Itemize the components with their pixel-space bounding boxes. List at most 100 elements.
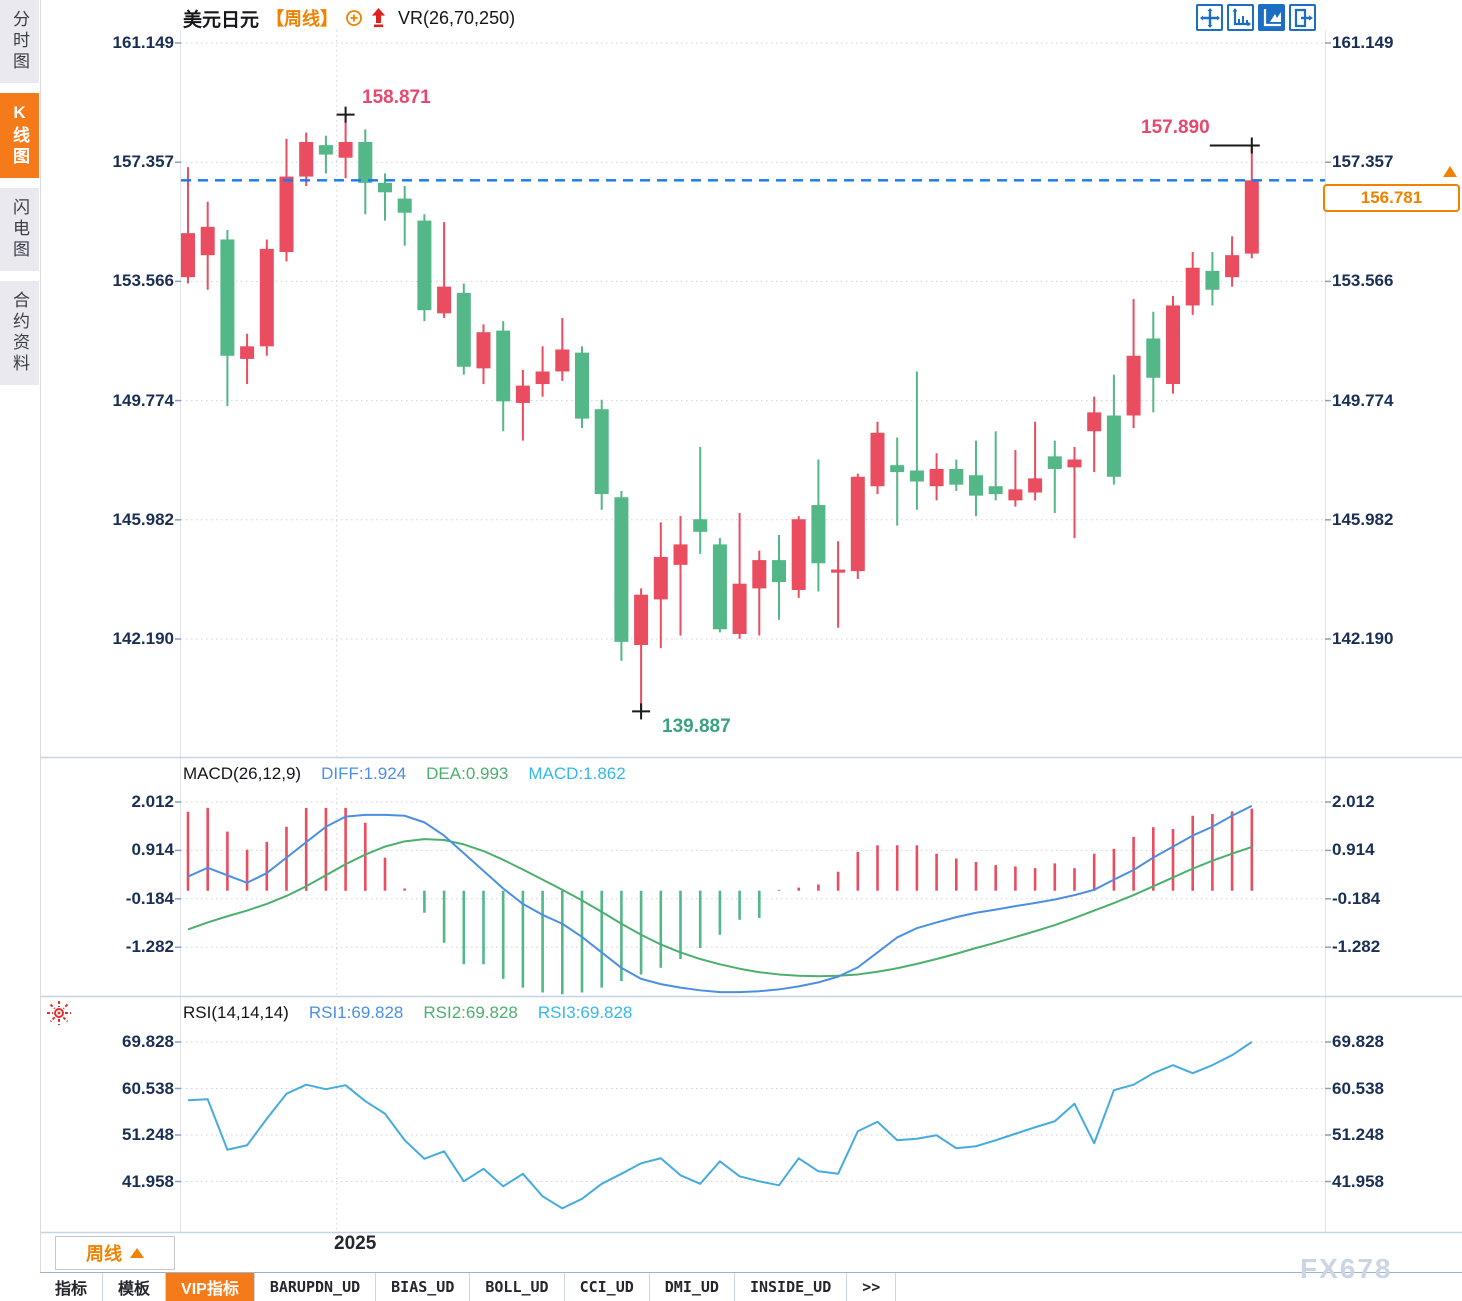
sidebar-tab-4[interactable]: 合约资料 bbox=[0, 281, 39, 385]
bottom-tab-9[interactable]: INSIDE_UD bbox=[735, 1273, 848, 1301]
candle-body bbox=[496, 330, 511, 402]
bottom-tab-2[interactable]: 模板 bbox=[103, 1273, 167, 1301]
axis-label: 41.958 bbox=[122, 1171, 174, 1191]
axis-label: 142.190 bbox=[112, 629, 174, 648]
axis-label: 161.149 bbox=[112, 33, 174, 52]
candle-body bbox=[1067, 459, 1082, 468]
axis-label: 142.190 bbox=[1332, 629, 1394, 648]
candle-body bbox=[555, 349, 570, 372]
candle-body bbox=[575, 352, 589, 419]
candle-body bbox=[614, 497, 629, 642]
axis-label: 153.566 bbox=[1332, 271, 1394, 291]
circle-plus-icon[interactable] bbox=[345, 9, 363, 27]
candle-body bbox=[988, 486, 1003, 495]
axis-label: 161.149 bbox=[1332, 33, 1394, 52]
chart-toolbar bbox=[1196, 4, 1316, 31]
axis-label: 157.357 bbox=[112, 152, 174, 172]
candle-body bbox=[969, 475, 983, 496]
indicator-tab-bar: 指标 模板 VIP指标 BARUPDN_UD BIAS_UD BOLL_UD CCI_UD D… bbox=[40, 1272, 1462, 1301]
candle-body bbox=[279, 176, 294, 253]
symbol-title: 美元日元 bbox=[183, 9, 260, 31]
macd-dea-line bbox=[187, 838, 1253, 978]
candle-body bbox=[949, 468, 964, 485]
sidebar-tab-2[interactable]: K线图 bbox=[0, 93, 39, 178]
candle-body bbox=[1106, 415, 1121, 477]
candle-body bbox=[850, 476, 865, 572]
axis-label: 51.248 bbox=[1332, 1125, 1384, 1144]
title-row: 美元日元 【周线】 VR(26,70,250) bbox=[183, 5, 515, 31]
macd-macd-value: MACD:1.862 bbox=[528, 764, 626, 783]
axis-label: -0.184 bbox=[125, 888, 174, 908]
candle-body bbox=[476, 332, 491, 369]
high-price-label: 158.871 bbox=[362, 87, 431, 108]
bottom-tab-1[interactable]: 指标 bbox=[40, 1273, 104, 1301]
rsi-title: RSI(14,14,14) bbox=[183, 1003, 289, 1022]
candle-body bbox=[1126, 355, 1141, 416]
period-selector[interactable]: 周线 bbox=[55, 1236, 175, 1270]
axis-label: 69.828 bbox=[122, 1032, 174, 1051]
candle-body bbox=[259, 248, 274, 347]
candle-body bbox=[397, 198, 412, 213]
candle-body bbox=[1008, 489, 1023, 501]
low-price-label: 139.887 bbox=[662, 716, 731, 737]
bottom-tab-3[interactable]: VIP指标 bbox=[166, 1273, 255, 1301]
candle-body bbox=[1087, 412, 1102, 432]
candle-body bbox=[417, 220, 432, 311]
candle-body bbox=[1146, 338, 1161, 378]
candle-body bbox=[1205, 270, 1220, 290]
axis-label: 0.914 bbox=[131, 840, 174, 860]
axis-label: 149.774 bbox=[1332, 390, 1394, 410]
candle-body bbox=[1244, 180, 1259, 254]
bottom-tab-8[interactable]: DMI_UD bbox=[650, 1273, 735, 1301]
candle-body bbox=[240, 346, 255, 359]
candle-body bbox=[200, 226, 215, 256]
axis-label: 41.958 bbox=[1332, 1171, 1384, 1191]
watermark: FX678 bbox=[1300, 1253, 1393, 1284]
candle-body bbox=[673, 544, 688, 565]
move-crosshair-icon[interactable] bbox=[1196, 4, 1223, 31]
rsi-line bbox=[187, 1041, 1253, 1210]
up-arrow-signal-icon bbox=[370, 7, 387, 29]
sidebar-tab-3[interactable]: 闪电图 bbox=[0, 188, 39, 271]
candle-body bbox=[318, 145, 333, 155]
candle-body bbox=[358, 141, 373, 183]
candle-body bbox=[929, 468, 944, 487]
axis-label: 0.914 bbox=[1332, 840, 1375, 860]
macd-title: MACD(26,12,9) bbox=[183, 764, 302, 783]
candle-body bbox=[299, 141, 314, 177]
exit-right-icon[interactable] bbox=[1289, 4, 1316, 31]
macd-dea-value: DEA:0.993 bbox=[426, 764, 509, 783]
sidebar-tab-1[interactable]: 分时图 bbox=[0, 0, 39, 83]
sidebar: 分时图 K线图闪电图合约资料 bbox=[0, 0, 41, 1300]
axis-label: 2.012 bbox=[1332, 792, 1375, 811]
chart-play-icon[interactable] bbox=[1258, 4, 1285, 31]
candle-body bbox=[653, 556, 668, 600]
axis-scale-icon[interactable] bbox=[1227, 4, 1254, 31]
candle-body bbox=[909, 470, 924, 482]
axis-label: -1.282 bbox=[125, 937, 174, 957]
candle-body bbox=[594, 409, 609, 495]
bottom-tab-6[interactable]: BOLL_UD bbox=[470, 1273, 565, 1301]
alert-sun-icon[interactable] bbox=[45, 999, 73, 1027]
axis-label: 145.982 bbox=[1332, 509, 1394, 529]
candle-body bbox=[220, 239, 235, 356]
candle-body bbox=[772, 560, 786, 583]
candle-body bbox=[1185, 267, 1200, 306]
candle-body bbox=[1028, 478, 1043, 493]
candle-body bbox=[831, 569, 846, 573]
bottom-tab-7[interactable]: CCI_UD bbox=[565, 1273, 650, 1301]
bottom-tab-4[interactable]: BARUPDN_UD bbox=[255, 1273, 377, 1301]
candle-body bbox=[752, 560, 767, 589]
candle-body bbox=[437, 286, 452, 314]
rsi1-value: RSI1:69.828 bbox=[308, 1003, 404, 1022]
candle-body bbox=[515, 385, 530, 403]
candle-body bbox=[811, 505, 826, 564]
axis-label: 2.012 bbox=[131, 792, 174, 811]
candle-body bbox=[1166, 305, 1180, 385]
candle-body bbox=[712, 544, 727, 630]
axis-label: 157.357 bbox=[1332, 152, 1394, 172]
bottom-tab-10[interactable]: >> bbox=[847, 1273, 897, 1301]
bottom-tab-5[interactable]: BIAS_UD bbox=[376, 1273, 471, 1301]
axis-label: 153.566 bbox=[112, 271, 174, 291]
candle-body bbox=[378, 182, 392, 193]
